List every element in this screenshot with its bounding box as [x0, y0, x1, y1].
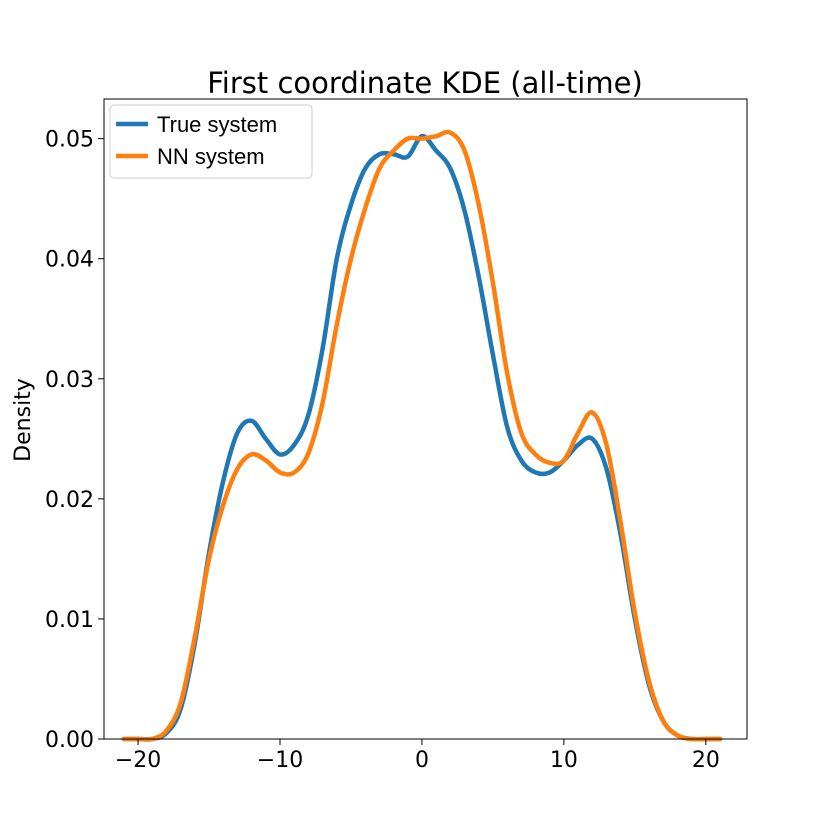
y-tick-label: 0.05 [45, 128, 94, 153]
chart-title: First coordinate KDE (all-time) [207, 66, 643, 100]
x-tick-label: 10 [550, 748, 578, 773]
y-tick-label: 0.02 [45, 488, 94, 513]
plot-frame [103, 98, 748, 740]
legend-label-nn-system: NN system [157, 144, 265, 169]
x-tick-label: 0 [415, 748, 429, 773]
y-tick-label: 0.03 [45, 368, 94, 393]
y-axis-label: Density [11, 378, 36, 462]
series-line-nn-system [121, 129, 723, 742]
legend-label-true-system: True system [157, 112, 277, 137]
y-tick-label: 0.01 [45, 608, 94, 633]
plot-area: −20 −10 0 10 20 0.00 0.01 0.02 0.03 0.04 0.05 [45, 128, 723, 773]
legend-box [109, 104, 313, 179]
x-tick-label: −20 [115, 748, 161, 773]
y-tick-label: 0.04 [45, 248, 94, 273]
y-tick-label: 0.00 [45, 728, 94, 753]
legend: True system NN system [109, 104, 313, 179]
x-tick-label: 20 [692, 748, 720, 773]
x-tick-label: −10 [257, 748, 303, 773]
